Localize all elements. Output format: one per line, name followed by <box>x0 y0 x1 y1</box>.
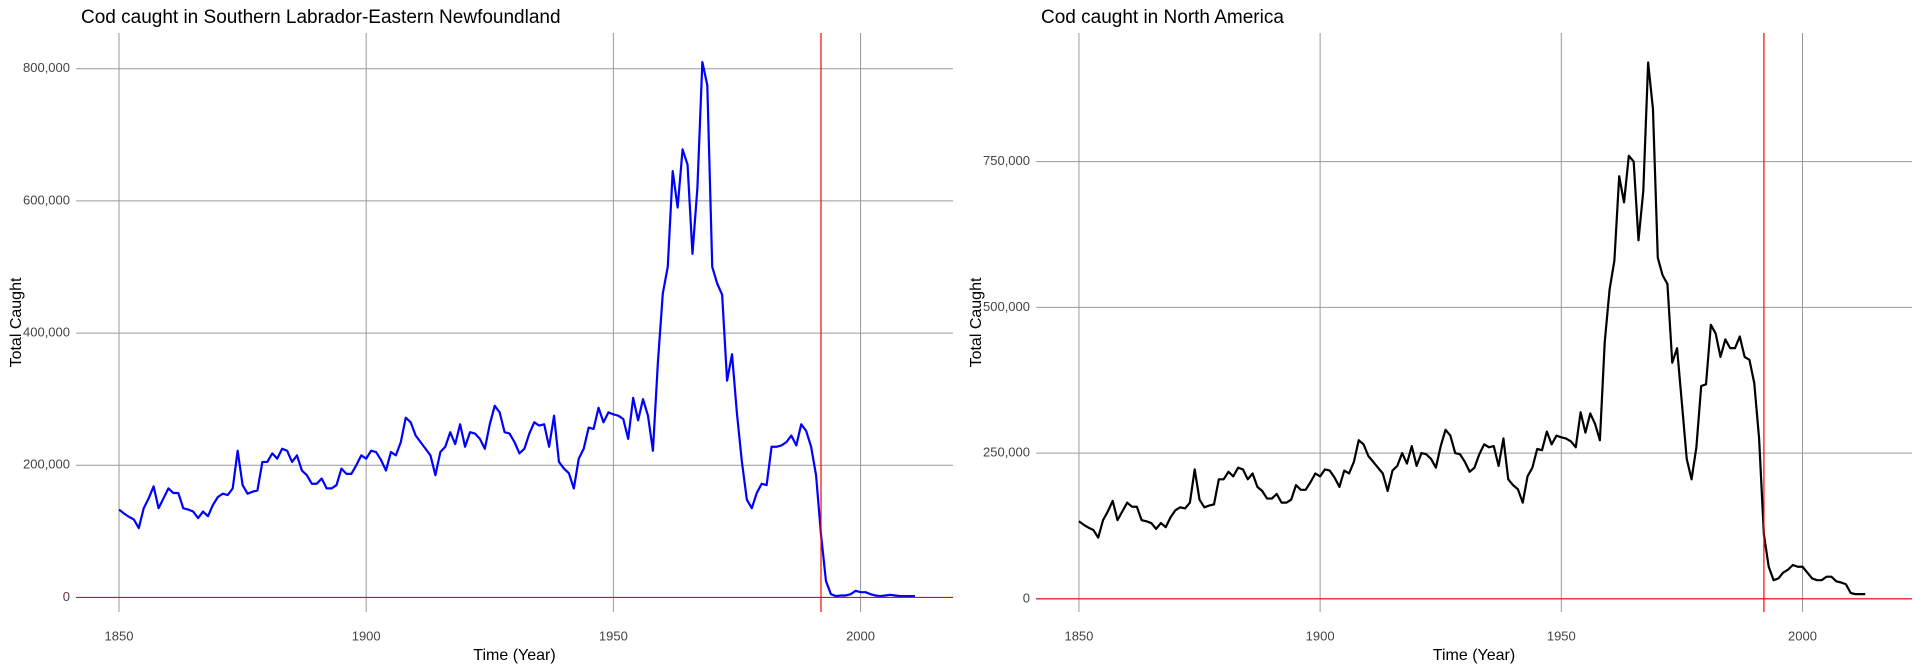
x-tick-label: 1850 <box>1064 628 1093 643</box>
x-tick-label: 2000 <box>846 628 875 643</box>
x-tick-label: 1950 <box>599 628 628 643</box>
chart-title: Cod caught in Southern Labrador-Eastern … <box>81 7 561 28</box>
x-tick-label: 2000 <box>1788 628 1817 643</box>
x-tick-label: 1900 <box>352 628 381 643</box>
x-tick-label: 1900 <box>1306 628 1335 643</box>
x-axis-title: Time (Year) <box>473 647 555 664</box>
y-tick-label: 600,000 <box>23 192 70 207</box>
y-tick-label: 500,000 <box>983 299 1030 314</box>
x-axis-title: Time (Year) <box>1433 647 1515 664</box>
data-line <box>1078 61 1866 596</box>
y-axis-title: Total Caught <box>8 277 25 367</box>
x-tick-label: 1950 <box>1547 628 1576 643</box>
data-line <box>118 60 915 598</box>
y-tick-label: 250,000 <box>983 445 1030 460</box>
x-tick-label: 1850 <box>105 628 134 643</box>
y-axis-title: Total Caught <box>968 277 985 367</box>
y-tick-label: 800,000 <box>23 60 70 75</box>
y-tick-label: 400,000 <box>23 325 70 340</box>
y-tick-label: 750,000 <box>983 153 1030 168</box>
y-tick-label: 0 <box>1023 590 1030 605</box>
y-tick-label: 200,000 <box>23 457 70 472</box>
y-tick-label: 0 <box>63 589 70 604</box>
chart-title: Cod caught in North America <box>1041 7 1284 28</box>
